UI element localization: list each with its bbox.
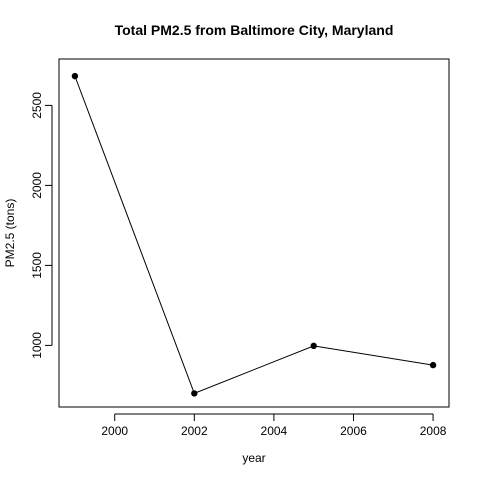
series-line [75, 76, 433, 393]
y-tick-label: 2500 [30, 92, 44, 119]
x-axis-label: year [242, 451, 265, 465]
plot-area-frame [59, 59, 449, 407]
y-tick-label: 1500 [30, 252, 44, 279]
x-tick-label: 2000 [101, 424, 128, 438]
y-tick-label: 1000 [30, 332, 44, 359]
x-tick-label: 2004 [261, 424, 288, 438]
y-tick-label: 2000 [30, 172, 44, 199]
x-axis: 2000 2002 2004 2006 2008 [101, 414, 446, 438]
data-point [310, 343, 316, 349]
data-point [191, 390, 197, 396]
series-layer [72, 73, 437, 397]
data-point [72, 73, 78, 79]
y-axis-label: PM2.5 (tons) [3, 199, 17, 268]
data-point [430, 362, 436, 368]
x-tick-label: 2002 [181, 424, 208, 438]
x-tick-label: 2008 [420, 424, 447, 438]
chart-title: Total PM2.5 from Baltimore City, Marylan… [115, 22, 394, 38]
y-axis: 1000 1500 2000 2500 [30, 92, 52, 359]
x-tick-label: 2006 [340, 424, 367, 438]
